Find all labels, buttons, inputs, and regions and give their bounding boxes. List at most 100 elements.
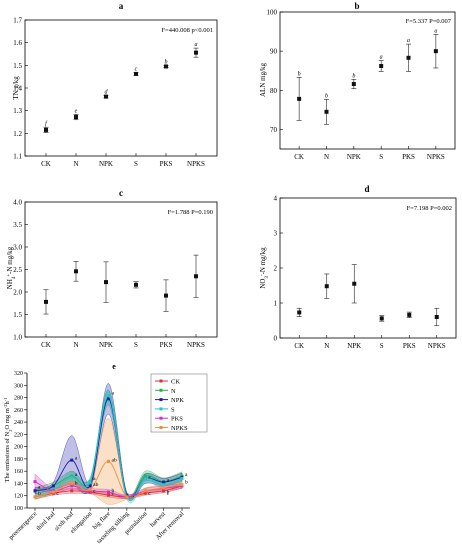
x-tick-label: NPKS [427, 153, 445, 161]
y-tick-label: 2.0 [13, 289, 22, 297]
y-tick-label: 120 [14, 494, 23, 500]
significance-letter: b [185, 479, 188, 485]
data-point [407, 312, 412, 317]
plot-frame [24, 19, 218, 157]
data-point [297, 96, 302, 101]
data-point [164, 293, 168, 298]
significance-letter: a [148, 475, 151, 481]
significance-letter: a [112, 390, 115, 396]
data-point [379, 316, 384, 321]
series-point-npks [33, 495, 37, 499]
y-tick-label: 70 [270, 126, 278, 134]
data-point [406, 55, 411, 60]
y-tick-label: 1.4 [13, 85, 22, 93]
data-point [44, 127, 48, 132]
significance-letter: b [167, 489, 170, 495]
legend-label-s: S [171, 406, 175, 413]
panel-title: a [119, 1, 124, 11]
x-tick-label: NPK [99, 160, 113, 168]
series-point-ck [162, 489, 166, 493]
series-point-npk [33, 489, 37, 493]
series-point-npk [107, 397, 110, 401]
y-tick-label: 1.3 [13, 107, 22, 115]
y-tick-label: 1 [274, 300, 278, 308]
x-tick-label: N [73, 160, 78, 168]
y-axis-label: The emissions of N2O mg m-2h-1 [3, 397, 13, 482]
y-tick-label: 140 [14, 481, 23, 487]
y-tick-label: 3.5 [13, 221, 22, 229]
legend-marker-pks [159, 416, 163, 420]
y-tick-label: 2 [274, 265, 278, 273]
y-tick-label: 200 [14, 445, 23, 451]
series-point-npks [107, 459, 110, 463]
panel-title: b [354, 1, 359, 11]
significance-letter: a [434, 28, 437, 34]
panel-title: d [364, 184, 369, 194]
data-point [44, 299, 48, 304]
y-tick-label: 300 [14, 383, 23, 389]
significance-letter: a [185, 472, 188, 478]
series-point-s [143, 477, 147, 481]
plot-frame [279, 197, 457, 339]
y-axis-label: ALN mg/kg [259, 62, 267, 97]
legend-marker-s [159, 407, 163, 411]
significance-letter: a [93, 476, 96, 482]
series-point-npks [180, 483, 184, 487]
legend-label-npks: NPKS [171, 425, 188, 432]
significance-letter: ab [112, 457, 117, 463]
series-point-npks [70, 481, 74, 485]
series-point-s [180, 477, 184, 481]
series-point-ck [143, 491, 147, 495]
series-point-npks [162, 486, 166, 490]
y-tick-label: 320 [14, 371, 23, 377]
series-point-s [162, 483, 166, 487]
x-tick-label: N [73, 341, 78, 349]
x-tick-label: PKS [160, 160, 173, 168]
significance-letter: b [325, 93, 328, 99]
significance-letter: a [38, 484, 41, 490]
data-point [297, 310, 302, 315]
plot-frame [279, 11, 456, 150]
stats-annotation: F=5.337 P=0.007 [406, 18, 452, 25]
x-tick-label: N [324, 342, 329, 350]
data-point [134, 282, 138, 287]
data-point [379, 64, 384, 69]
y-tick-label: 1.7 [13, 17, 22, 25]
significance-letter: b [112, 488, 115, 494]
series-point-ck [107, 493, 110, 497]
legend-marker-npks [159, 426, 163, 429]
y-tick-label: 260 [14, 408, 23, 414]
legend-label-npk: NPK [171, 397, 184, 404]
significance-letter: c [112, 491, 115, 497]
x-tick-label: N [324, 153, 329, 161]
x-tick-label: CK [294, 342, 304, 350]
series-point-npk [70, 458, 74, 462]
y-tick-label: 4.0 [13, 199, 22, 207]
series-point-ck [70, 489, 74, 493]
significance-letter: b [165, 59, 168, 65]
series-point-npk [88, 484, 92, 488]
legend-label-pks: PKS [171, 416, 183, 423]
x-tick-label: NPK [347, 342, 361, 350]
x-tick-label: S [134, 341, 138, 349]
data-point [164, 64, 168, 69]
y-tick-label: 160 [14, 469, 23, 475]
series-point-s [107, 394, 110, 398]
data-point [194, 274, 198, 279]
data-point [434, 315, 439, 319]
y-tick-label: 1.5 [13, 311, 22, 319]
data-point [194, 50, 198, 55]
legend-label-n: N [171, 388, 176, 395]
series-point-npk [162, 480, 166, 484]
y-tick-label: 1.6 [13, 39, 22, 47]
significance-letter: d [105, 89, 109, 95]
data-point [104, 94, 108, 99]
significance-letter: a [407, 38, 410, 44]
x-tick-label: S [134, 160, 138, 168]
series-point-n [143, 474, 147, 478]
panel-title: e [112, 362, 116, 371]
